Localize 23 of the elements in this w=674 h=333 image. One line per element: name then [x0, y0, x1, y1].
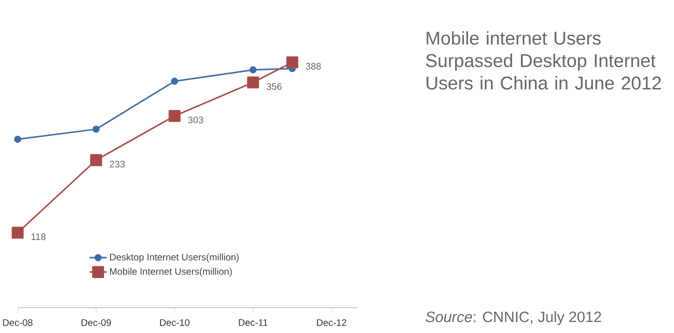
data-label: 388: [306, 62, 321, 70]
x-tick-label: Dec-08: [3, 319, 33, 326]
point: [249, 66, 257, 74]
legend-label: Mobile Internet Users(million): [110, 268, 232, 277]
text: Mobile internet Users Surpassed Desktop Internet Users in China in June 2012: [426, 31, 661, 90]
data-label: 356: [266, 83, 282, 90]
x-tick-label: Dec-10: [160, 319, 190, 326]
data-label: 303: [188, 116, 204, 124]
point: [92, 126, 100, 133]
data-label: 118: [32, 233, 46, 240]
point: [168, 110, 181, 122]
point: [14, 136, 22, 143]
text: Source: CNNIC, July 2012: [426, 311, 602, 326]
x-tick-label: Dec-12: [317, 319, 346, 326]
point: [247, 76, 259, 88]
data-label: 233: [110, 160, 125, 168]
point: [12, 226, 24, 239]
x-tick-label: Dec-09: [82, 319, 111, 326]
point: [171, 78, 178, 85]
point: [90, 154, 102, 166]
legend-label: Desktop Internet Users(million): [110, 254, 239, 262]
point: [286, 56, 298, 68]
x-tick-label: Dec-11: [238, 319, 268, 326]
